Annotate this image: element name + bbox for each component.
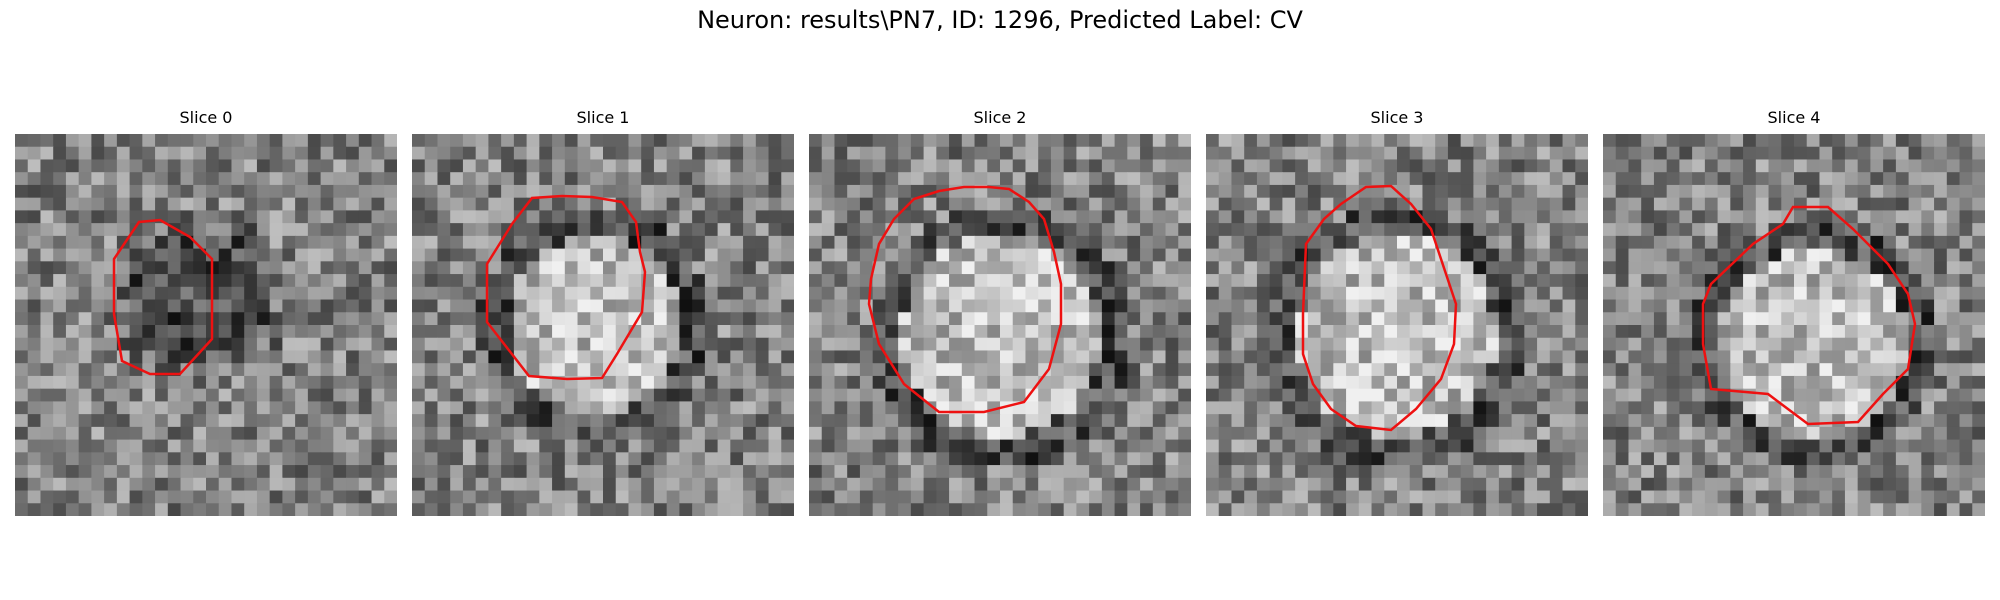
slice-title: Slice 4	[1767, 108, 1821, 127]
slice-title: Slice 2	[973, 108, 1027, 127]
slice-2-canvas	[809, 134, 1191, 516]
slice-image	[1603, 134, 1985, 516]
slice-image	[1206, 134, 1588, 516]
slice-image	[412, 134, 794, 516]
figure-title: Neuron: results\PN7, ID: 1296, Predicted…	[697, 6, 1303, 34]
slice-panel-2: Slice 2	[809, 108, 1191, 516]
slice-0-canvas	[15, 134, 397, 516]
slice-image	[809, 134, 1191, 516]
slice-image	[15, 134, 397, 516]
slice-panel-0: Slice 0	[15, 108, 397, 516]
neuron-contour	[112, 218, 214, 376]
slice-title: Slice 0	[179, 108, 233, 127]
slice-title: Slice 3	[1370, 108, 1424, 127]
neuron-contour	[1301, 184, 1458, 432]
neuron-contour	[867, 185, 1063, 414]
slice-panel-4: Slice 4	[1603, 108, 1985, 516]
slice-panel-3: Slice 3	[1206, 108, 1588, 516]
slice-4-canvas	[1603, 134, 1985, 516]
neuron-contour	[485, 194, 647, 381]
neuron-contour	[1701, 205, 1917, 426]
slice-title: Slice 1	[576, 108, 630, 127]
slice-3-canvas	[1206, 134, 1588, 516]
slice-1-canvas	[412, 134, 794, 516]
slice-panel-1: Slice 1	[412, 108, 794, 516]
